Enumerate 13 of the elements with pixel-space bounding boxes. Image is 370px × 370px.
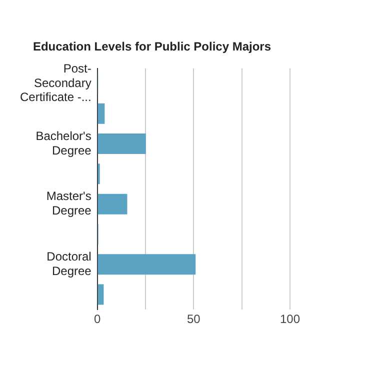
bar: [98, 134, 146, 154]
bar: [98, 194, 128, 214]
x-tick-label: 0: [94, 312, 102, 326]
y-tick-label: Master's Degree: [46, 189, 92, 218]
chart-title: Education Levels for Public Policy Majors: [32, 40, 272, 54]
x-tick-label: 50: [186, 312, 201, 326]
y-tick-label: Doctoral Degree: [46, 249, 92, 278]
bar: [98, 284, 104, 305]
bar: [98, 103, 105, 124]
bar: [98, 254, 196, 275]
x-tick-label: 100: [280, 312, 300, 326]
y-tick-label: Bachelor's Degree: [36, 128, 92, 158]
y-tick-label: Post-Secondary Certificate -...: [20, 61, 92, 104]
